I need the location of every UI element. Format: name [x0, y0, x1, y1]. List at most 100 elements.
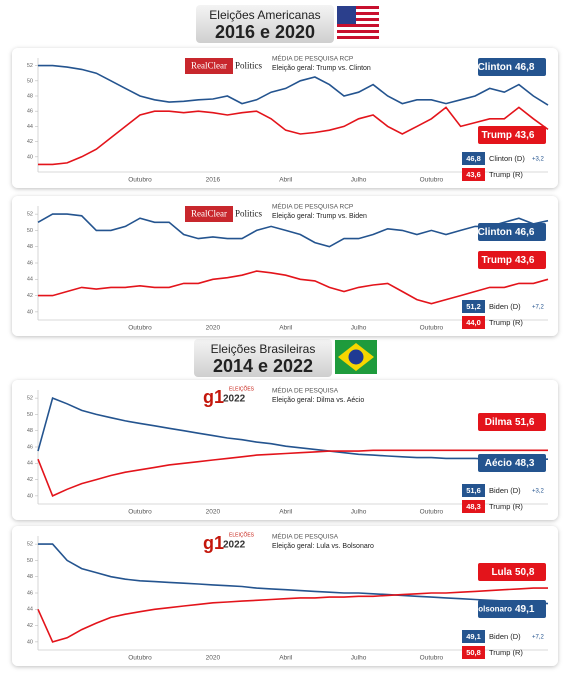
legend-value: 44,0	[466, 318, 481, 327]
legend-margin: +7,2	[532, 305, 545, 311]
panel	[12, 48, 558, 188]
series-line	[37, 449, 548, 497]
x-tick-label: Julho	[351, 325, 367, 332]
logo-text: RealClear	[191, 209, 227, 219]
x-tick-label: Outubro	[128, 655, 152, 662]
header-title: Eleições Brasileiras	[211, 342, 316, 356]
y-tick-label: 48	[27, 428, 33, 434]
y-tick-label: 52	[27, 63, 33, 69]
panel	[12, 380, 558, 520]
legend-label: Biden (D)	[489, 632, 521, 641]
header-title: Eleições Americanas	[209, 8, 320, 22]
chart-title: MÉDIA DE PESQUISA RCP	[272, 202, 353, 211]
series-tag	[478, 58, 546, 76]
header-box	[196, 5, 334, 43]
y-tick-label: 46	[27, 260, 33, 266]
series-line	[38, 106, 549, 166]
series-tag	[478, 251, 546, 269]
y-tick-label: 46	[27, 109, 33, 115]
logo-text: 2022	[223, 540, 246, 551]
legend-margin: +7,2	[532, 635, 545, 641]
legend-label: Biden (D)	[489, 486, 521, 495]
y-tick-label: 50	[27, 228, 33, 234]
header-subtitle: 2014 e 2022	[213, 356, 313, 376]
legend-value: 51,6	[466, 486, 481, 495]
x-tick-label: 2020	[206, 325, 221, 332]
y-tick-label: 52	[27, 396, 33, 402]
x-tick-label: Abril	[279, 177, 293, 184]
series-tag-value: 51,6	[515, 417, 535, 428]
x-tick-label: Julho	[351, 509, 367, 516]
legend-box	[462, 152, 485, 165]
series-tag-value: 48,3	[515, 458, 535, 469]
series-tag-name: Trump	[481, 255, 512, 266]
legend-box	[462, 646, 485, 659]
logo-text: ELEIÇÕES	[229, 385, 255, 392]
series-line	[37, 587, 548, 643]
legend-box	[462, 168, 485, 181]
series-tag-name: Lula	[491, 567, 512, 578]
y-tick-label: 52	[27, 212, 33, 218]
logo-text: RealClear	[191, 61, 227, 71]
y-tick-label: 50	[27, 558, 33, 564]
x-tick-label: 2020	[206, 655, 221, 662]
y-tick-label: 44	[27, 124, 33, 130]
chart-title: MÉDIA DE PESQUISA	[272, 386, 339, 395]
legend-value: 46,8	[466, 154, 481, 163]
chart-panel: 40 42 44 46 48 50 52 Outubro 2020 Abril Julho Outub…	[12, 380, 558, 520]
series-tag-value: 50,8	[515, 567, 535, 578]
x-tick-label: Abril	[279, 655, 293, 662]
legend-box	[462, 300, 485, 313]
series-tag-name: Clinton	[478, 227, 512, 238]
y-tick-label: 44	[27, 607, 33, 613]
legend-value: 48,3	[466, 502, 481, 511]
br-flag	[335, 340, 377, 374]
y-tick-label: 42	[27, 293, 33, 299]
chart-title: MÉDIA DE PESQUISA RCP	[272, 54, 353, 63]
y-tick-label: 42	[27, 139, 33, 145]
logo-text: Politics	[235, 61, 263, 71]
chart-subtitle: Eleição geral: Lula vs. Bolsonaro	[272, 543, 374, 550]
panel	[12, 526, 558, 666]
logo-text: g1	[203, 533, 224, 553]
legend-margin: +3,2	[532, 489, 545, 495]
legend-label: Trump (R)	[489, 318, 523, 327]
series-tag-value: 43,6	[515, 130, 535, 141]
series-line	[38, 543, 549, 605]
logo-box	[185, 206, 233, 222]
header-us: Eleições Americanas 2016 e 2020	[196, 5, 379, 43]
legend-label: Biden (D)	[489, 302, 521, 311]
logo-text: ELEIÇÕES	[229, 531, 255, 538]
legend-box	[462, 316, 485, 329]
y-tick-label: 40	[27, 639, 33, 645]
y-tick-label: 50	[27, 412, 33, 418]
y-tick-label: 40	[27, 154, 33, 160]
x-tick-label: Outubro	[128, 177, 152, 184]
y-tick-label: 42	[27, 477, 33, 483]
y-tick-label: 48	[27, 244, 33, 250]
legend-label: Clinton (D)	[489, 154, 525, 163]
series-tag	[478, 126, 546, 144]
y-tick-label: 48	[27, 574, 33, 580]
chart-subtitle: Eleição geral: Trump vs. Clinton	[272, 65, 371, 72]
legend-box	[462, 630, 485, 643]
y-tick-label: 50	[27, 78, 33, 84]
y-tick-label: 40	[27, 493, 33, 499]
x-tick-label: 2016	[206, 177, 221, 184]
series-tag	[478, 454, 546, 472]
y-tick-label: 44	[27, 277, 33, 283]
legend-label: Trump (R)	[489, 502, 523, 511]
legend-value: 49,1	[466, 632, 481, 641]
legend-value: 51,2	[466, 302, 481, 311]
header-box	[194, 339, 332, 377]
series-line	[38, 64, 549, 106]
chart-panel: 40 42 44 46 48 50 52 Outubro 2020 Abril Julho Outub…	[12, 196, 558, 336]
series-line	[37, 213, 549, 248]
legend-box	[462, 500, 485, 513]
chart-subtitle: Eleição geral: Dilma vs. Aécio	[272, 397, 364, 404]
series-tag	[478, 223, 546, 241]
y-tick-label: 42	[27, 623, 33, 629]
legend-label: Trump (R)	[489, 170, 523, 179]
header-subtitle: 2016 e 2020	[215, 22, 315, 42]
